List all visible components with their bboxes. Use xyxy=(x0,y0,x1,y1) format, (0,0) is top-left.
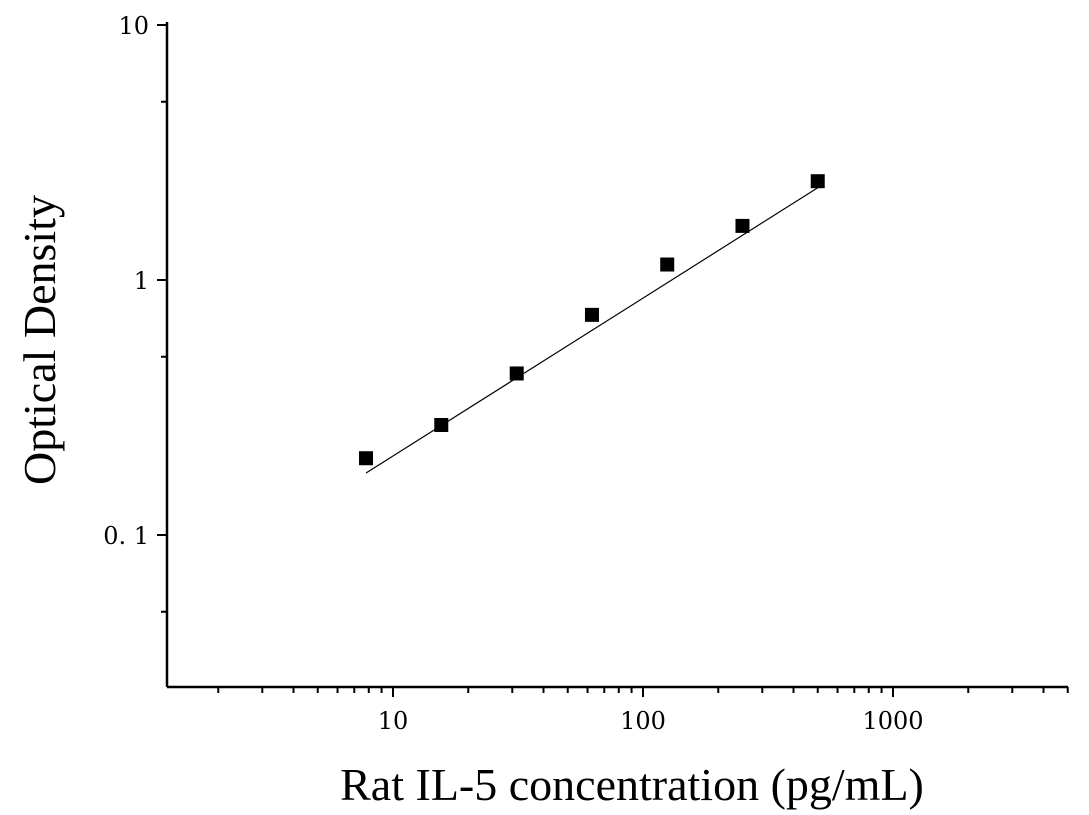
y-tick-label: 10 xyxy=(118,12,149,40)
axes xyxy=(165,22,1068,689)
data-point xyxy=(359,451,374,466)
x-tick-label: 100 xyxy=(620,707,666,735)
x-tick-label: 10 xyxy=(378,707,409,735)
ticks: 10 100 1000 0. 1 1 10 xyxy=(103,12,1069,735)
fit-line-layer xyxy=(365,187,819,474)
data-point xyxy=(434,418,449,433)
fit-line xyxy=(365,187,819,474)
y-axis-title: Optical Density xyxy=(14,195,65,485)
data-point xyxy=(660,257,675,272)
data-point xyxy=(584,307,599,322)
x-axis-title: Rat IL-5 concentration (pg/mL) xyxy=(340,759,924,810)
data-point xyxy=(735,218,750,233)
data-point xyxy=(810,174,825,189)
data-points xyxy=(359,174,825,466)
y-tick-label: 1 xyxy=(134,267,149,295)
x-tick-label: 1000 xyxy=(862,707,923,735)
data-point xyxy=(509,366,524,381)
y-tick-label: 0. 1 xyxy=(103,522,149,550)
